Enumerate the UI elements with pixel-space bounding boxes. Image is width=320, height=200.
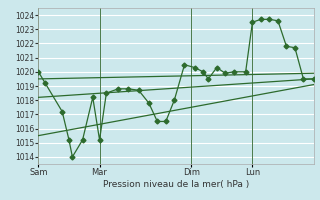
X-axis label: Pression niveau de la mer( hPa ): Pression niveau de la mer( hPa ) [103, 180, 249, 189]
